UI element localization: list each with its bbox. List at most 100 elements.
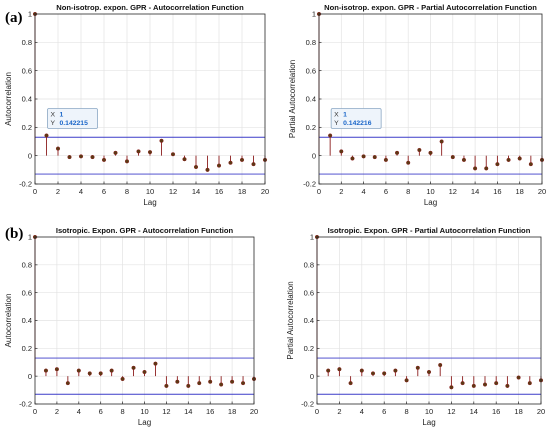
y-tick-label: 0.6 <box>304 288 314 297</box>
stem-marker <box>197 381 202 386</box>
stem-marker <box>54 367 59 372</box>
x-tick-label: 0 <box>315 407 319 416</box>
x-tick-label: 18 <box>228 407 236 416</box>
stem-marker <box>382 371 387 376</box>
datatip-x-value: 1 <box>60 112 64 119</box>
stem-marker <box>495 162 500 167</box>
x-tick-label: 4 <box>360 407 364 416</box>
stem-marker <box>101 157 107 162</box>
stem-marker <box>328 133 333 138</box>
stem-marker <box>142 369 147 375</box>
stem-marker <box>193 164 199 170</box>
y-axis-label: Autocorrelation <box>4 294 13 348</box>
x-tick-label: 14 <box>471 187 479 196</box>
stem-marker <box>113 150 118 155</box>
stem-marker <box>528 162 533 167</box>
stem-marker <box>406 160 411 165</box>
stem-marker <box>461 157 466 162</box>
y-tick-label: 0.4 <box>304 316 314 325</box>
datatip-y-value: 0.142216 <box>343 120 372 127</box>
x-tick-label: 12 <box>449 187 457 196</box>
x-tick-label: 6 <box>382 407 386 416</box>
stem-marker <box>439 139 444 144</box>
chart-autocorrelation-isotropic: 0 2 4 6 8 10 12 14 16 18 20-0.200.20.40.60.81Isotr… <box>4 226 258 427</box>
row-label-b: (b) <box>5 226 24 242</box>
x-tick-label: 4 <box>79 187 83 196</box>
stem-marker <box>131 365 136 370</box>
stem-marker <box>393 368 398 373</box>
x-tick-label: 0 <box>33 187 37 196</box>
x-tick-label: 18 <box>514 407 522 416</box>
y-axis-label: Autocorrelation <box>4 72 13 126</box>
chart-title: Isotropic. Expon. GPR - Autocorrelation … <box>56 226 234 235</box>
stem-marker <box>359 368 364 373</box>
stem-marker <box>450 155 455 160</box>
x-tick-label: 6 <box>384 187 388 196</box>
y-tick-label: 0.2 <box>22 123 32 132</box>
x-tick-label: 14 <box>184 407 192 416</box>
y-tick-label: 0 <box>310 372 314 381</box>
stem-marker <box>43 368 49 373</box>
y-tick-label: 0.8 <box>22 38 32 47</box>
stem-marker <box>517 156 522 161</box>
y-tick-label: 0.2 <box>304 344 314 353</box>
stem-marker <box>361 154 366 159</box>
x-tick-label: 2 <box>55 407 59 416</box>
stem-marker <box>350 156 355 161</box>
y-tick-label: 0.4 <box>306 95 316 104</box>
stem-marker <box>239 157 245 162</box>
y-tick-label: -0.2 <box>303 180 316 189</box>
stem-marker <box>326 368 331 373</box>
stem-marker <box>417 147 422 153</box>
x-tick-label: 8 <box>121 407 125 416</box>
x-tick-label: 16 <box>206 407 214 416</box>
stem-marker <box>55 146 61 151</box>
y-tick-label: 0.4 <box>22 316 32 325</box>
stem-marker <box>124 159 130 164</box>
x-tick-label: 4 <box>362 187 366 196</box>
stem-marker <box>505 383 510 388</box>
x-tick-label: 10 <box>426 187 434 196</box>
datatip-y-label: Y <box>51 120 56 127</box>
stem-marker <box>164 383 169 388</box>
stem-marker <box>182 157 187 162</box>
stem-marker <box>230 379 235 384</box>
x-tick-label: 10 <box>140 407 148 416</box>
stem-marker <box>428 150 433 155</box>
stem-marker <box>208 379 213 384</box>
y-tick-label: 1 <box>312 10 316 19</box>
datatip-x-label: X <box>51 112 56 119</box>
x-tick-label: 14 <box>192 187 200 196</box>
datatip-box <box>47 108 98 129</box>
stem-marker <box>219 382 224 387</box>
x-tick-label: 18 <box>516 187 524 196</box>
x-tick-label: 16 <box>493 187 501 196</box>
y-tick-label: -0.2 <box>19 400 32 409</box>
y-tick-label: 0.6 <box>306 66 316 75</box>
stem-marker <box>460 381 465 386</box>
y-tick-label: 1 <box>28 10 32 19</box>
stem-marker <box>205 167 210 172</box>
stem-marker <box>449 385 454 390</box>
x-tick-label: 6 <box>99 407 103 416</box>
stem-marker <box>471 383 476 388</box>
stem-marker <box>120 376 125 381</box>
chart-partial-autocorrelation-non-isotropic: 0 2 4 6 8 10 12 14 16 18 20-0.200.20.40.60.81Non-i… <box>288 3 546 207</box>
stem-marker <box>78 154 84 159</box>
y-tick-label: 1 <box>28 233 32 242</box>
stem-marker <box>527 381 532 386</box>
stem-marker <box>159 138 164 143</box>
stem-marker <box>482 382 488 387</box>
x-tick-label: 20 <box>261 187 269 196</box>
stem-marker <box>44 133 49 138</box>
x-tick-label: 8 <box>406 187 410 196</box>
x-tick-label: 14 <box>470 407 478 416</box>
x-tick-label: 10 <box>425 407 433 416</box>
y-tick-label: 0.4 <box>22 95 32 104</box>
x-tick-label: 8 <box>125 187 129 196</box>
y-tick-label: 0.2 <box>22 344 32 353</box>
chart-title: Isotropic. Expon. GPR - Partial Autocorr… <box>328 226 531 235</box>
x-tick-label: 12 <box>169 187 177 196</box>
stem-marker <box>87 371 92 376</box>
